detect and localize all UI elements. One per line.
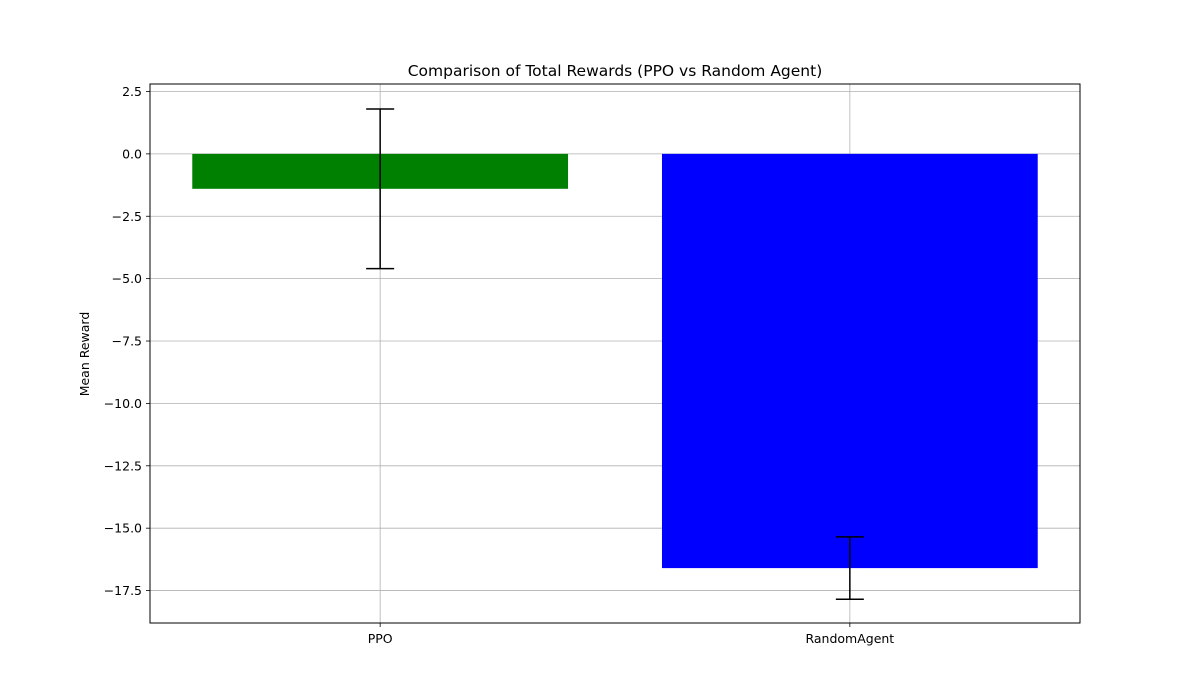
y-tick-label: 2.5 [122, 84, 142, 99]
y-tick-label: −10.0 [104, 396, 142, 411]
y-axis-label: Mean Reward [77, 312, 92, 397]
y-tick-label: −7.5 [112, 334, 142, 349]
x-axis: PPO RandomAgent [368, 623, 894, 646]
x-tick-label: PPO [368, 631, 393, 646]
plot-frame [149, 83, 1081, 624]
y-tick-label: −15.0 [104, 521, 142, 536]
y-axis: 2.5 0.0 −2.5 −5.0 −7.5 −10.0 −12.5 −15.0 −17.5 [104, 84, 150, 598]
error-bars [366, 108, 864, 601]
y-tick-label: −12.5 [104, 458, 142, 473]
x-tick-label: RandomAgent [805, 631, 894, 646]
bars [192, 153, 1038, 569]
y-tick-label: −5.0 [112, 271, 142, 286]
bar-randomagent [661, 153, 1038, 569]
y-tick-label: 0.0 [122, 146, 142, 161]
y-tick-label: −2.5 [112, 209, 142, 224]
chart-title: Comparison of Total Rewards (PPO vs Rand… [408, 62, 823, 80]
y-tick-label: −17.5 [104, 583, 142, 598]
